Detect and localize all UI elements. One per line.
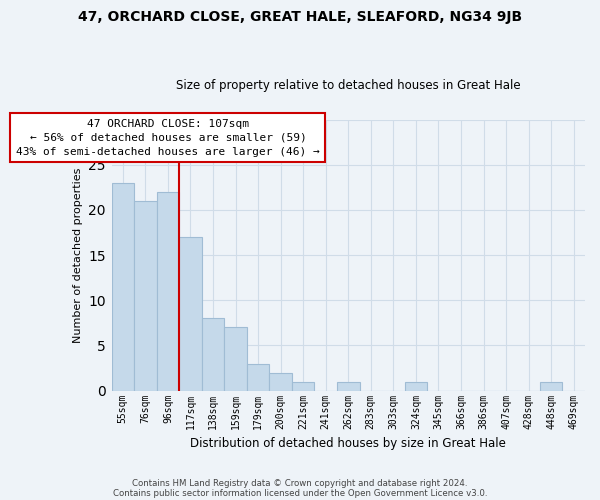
Bar [112, 183, 134, 390]
Bar [247, 364, 269, 390]
X-axis label: Distribution of detached houses by size in Great Hale: Distribution of detached houses by size … [190, 437, 506, 450]
Bar [540, 382, 562, 390]
Text: Contains HM Land Registry data © Crown copyright and database right 2024.: Contains HM Land Registry data © Crown c… [132, 478, 468, 488]
Bar [157, 192, 179, 390]
Y-axis label: Number of detached properties: Number of detached properties [73, 168, 83, 343]
Bar [404, 382, 427, 390]
Bar [134, 201, 157, 390]
Bar [269, 372, 292, 390]
Bar [337, 382, 359, 390]
Bar [202, 318, 224, 390]
Bar [292, 382, 314, 390]
Text: 47 ORCHARD CLOSE: 107sqm
← 56% of detached houses are smaller (59)
43% of semi-d: 47 ORCHARD CLOSE: 107sqm ← 56% of detach… [16, 118, 320, 156]
Bar [179, 237, 202, 390]
Text: Contains public sector information licensed under the Open Government Licence v3: Contains public sector information licen… [113, 488, 487, 498]
Text: 47, ORCHARD CLOSE, GREAT HALE, SLEAFORD, NG34 9JB: 47, ORCHARD CLOSE, GREAT HALE, SLEAFORD,… [78, 10, 522, 24]
Bar [224, 328, 247, 390]
Title: Size of property relative to detached houses in Great Hale: Size of property relative to detached ho… [176, 79, 521, 92]
